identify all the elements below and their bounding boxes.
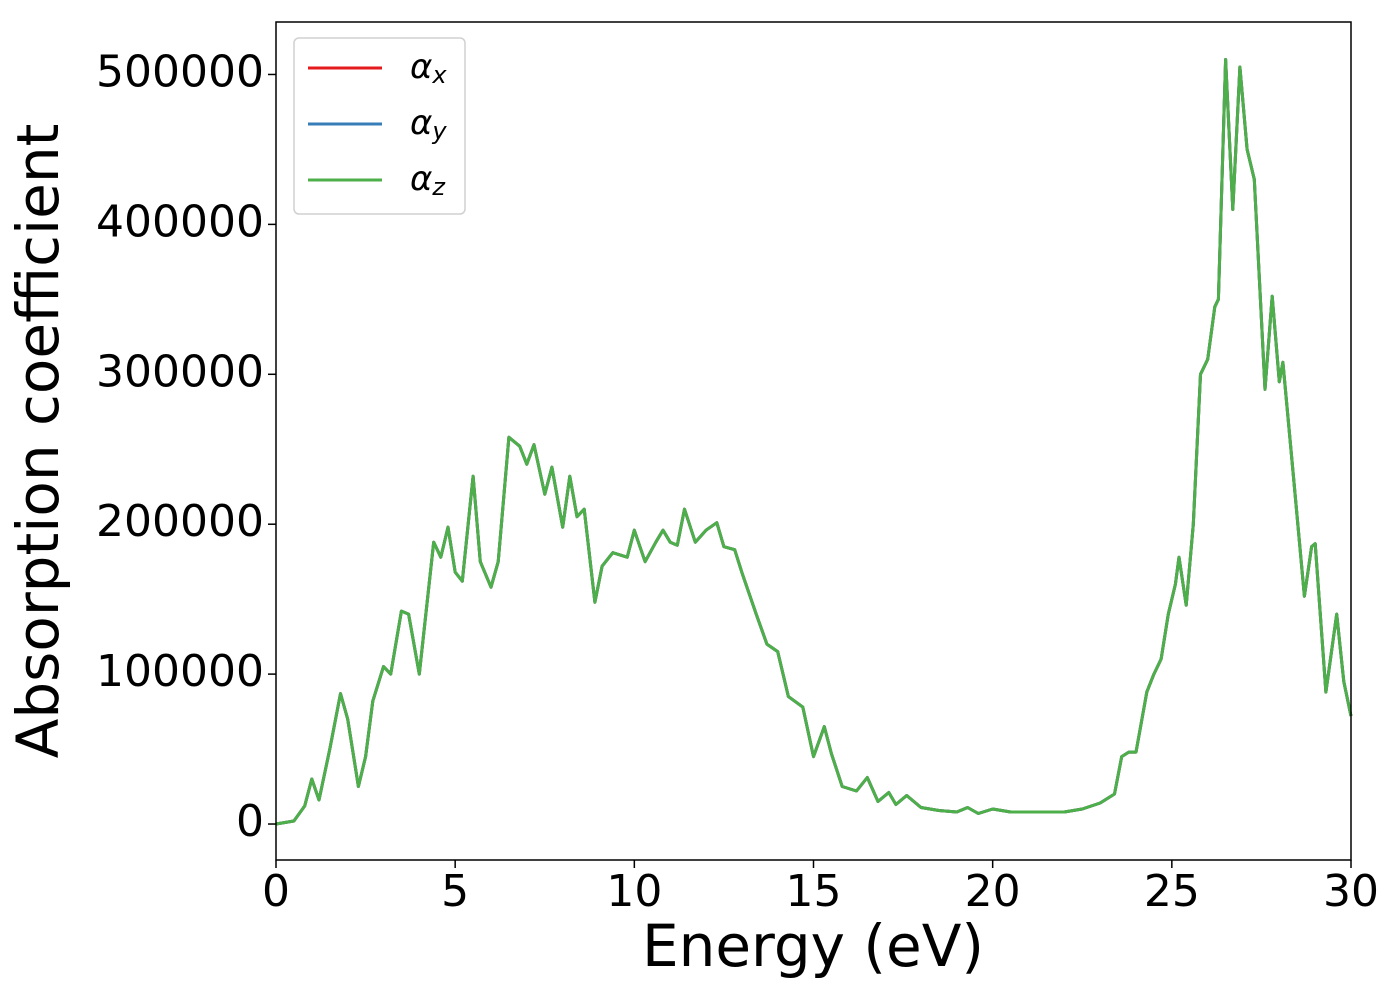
x-tick-label: 30 (1323, 866, 1379, 917)
x-axis-label: Energy (eV) (642, 912, 984, 980)
x-tick-label: 5 (441, 866, 469, 917)
x-tick-label: 25 (1144, 866, 1200, 917)
y-tick-label: 400000 (96, 196, 264, 247)
legend: αx αy αz (293, 37, 466, 215)
x-tick-label: 20 (965, 866, 1021, 917)
legend-label: αy (410, 103, 447, 146)
legend-label: αx (410, 47, 447, 90)
legend-label: αz (410, 159, 446, 202)
x-tick-label: 0 (262, 866, 290, 917)
x-tick-label: 15 (786, 866, 842, 917)
y-tick-label: 0 (236, 796, 264, 847)
y-tick-label: 200000 (96, 496, 264, 547)
y-axis-label: Absorption coefficient (4, 124, 72, 759)
series-line (275, 58, 1353, 826)
plot-frame (275, 21, 1352, 861)
legend-box (293, 37, 466, 215)
y-tick-label: 500000 (96, 46, 264, 97)
x-tick-label: 10 (606, 866, 662, 917)
y-tick-label: 100000 (96, 646, 264, 697)
y-tick-label: 300000 (96, 346, 264, 397)
